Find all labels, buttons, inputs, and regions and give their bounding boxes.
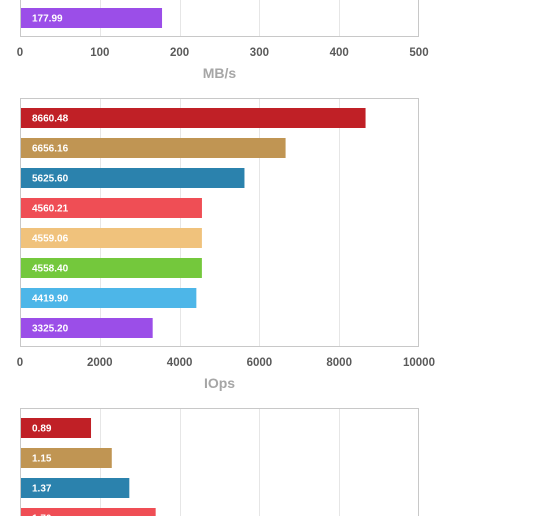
x-axis-title: IOps <box>204 375 235 391</box>
bar <box>21 258 202 278</box>
bar-value-label: 5625.60 <box>32 174 69 185</box>
x-tick-label: 200 <box>170 47 189 59</box>
x-tick-label: 500 <box>409 47 428 59</box>
x-tick-label: 300 <box>250 47 269 59</box>
bar <box>21 288 197 308</box>
x-tick-label: 100 <box>90 47 109 59</box>
chart-panel-3: 0.89 1.15 1.37 1.70 <box>20 408 419 516</box>
bar <box>21 448 112 468</box>
bar-value-label: 4560.21 <box>32 204 69 215</box>
bar <box>21 8 163 28</box>
bar-value-label: 4558.40 <box>32 264 69 275</box>
chart-panel-1: 177.99 0 100 200 300 400 500 MB/s <box>17 0 429 81</box>
bar-value-label: 4419.90 <box>32 294 69 305</box>
bar-value-label: 1.37 <box>32 484 52 495</box>
x-axis-title: MB/s <box>203 65 237 81</box>
bar-value-label: 177.99 <box>32 14 63 25</box>
bar-value-label: 1.70 <box>32 514 52 516</box>
bar <box>21 168 245 188</box>
bar-value-label: 6656.16 <box>32 144 69 155</box>
x-tick-label: 0 <box>17 357 23 369</box>
bar-value-label: 0.89 <box>32 424 52 435</box>
x-tick-label: 6000 <box>247 357 273 369</box>
x-tick-label: 4000 <box>167 357 193 369</box>
bar <box>21 478 130 498</box>
x-tick-label: 10000 <box>403 357 435 369</box>
x-tick-label: 400 <box>330 47 349 59</box>
bar-value-label: 8660.48 <box>32 114 69 125</box>
plot-area <box>20 98 419 347</box>
bar-value-label: 3325.20 <box>32 324 69 335</box>
bar <box>21 108 366 128</box>
bar <box>21 418 92 438</box>
bar <box>21 508 156 516</box>
bar <box>21 318 153 338</box>
bar-value-label: 1.15 <box>32 454 52 465</box>
x-tick-label: 0 <box>17 47 23 59</box>
chart-panel-2: 8660.48 6656.16 5625.60 4560.21 4559.06 4558.… <box>17 98 435 391</box>
bar <box>21 198 202 218</box>
bar-value-label: 4559.06 <box>32 234 69 245</box>
x-tick-label: 8000 <box>326 357 352 369</box>
bar <box>21 228 202 248</box>
x-tick-label: 2000 <box>87 357 113 369</box>
bar <box>21 138 286 158</box>
